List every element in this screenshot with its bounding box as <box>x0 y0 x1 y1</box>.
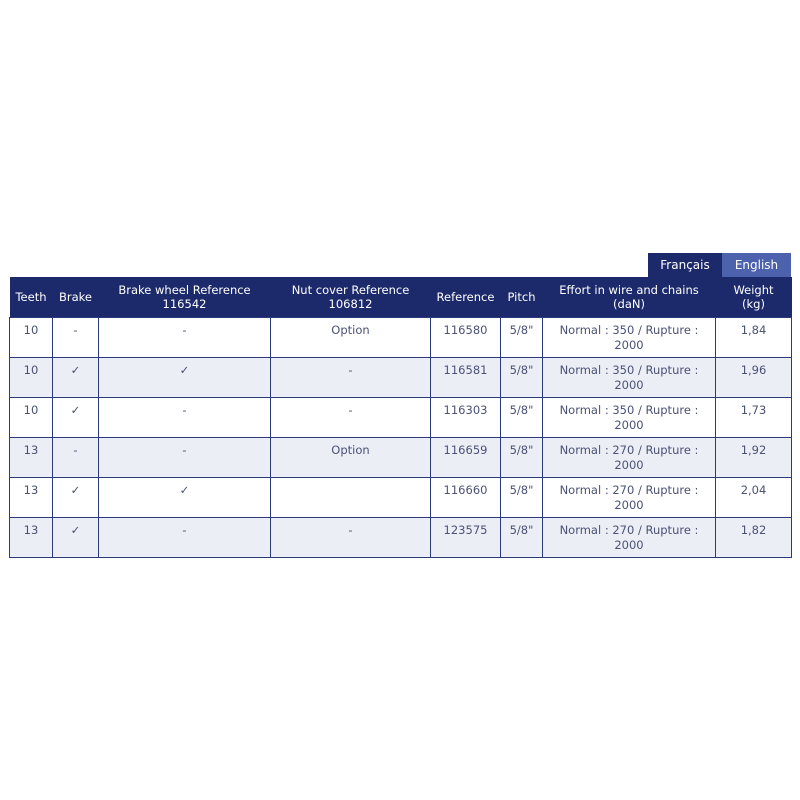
cell-reference: 116659 <box>430 437 501 478</box>
cell-weight: 1,96 <box>715 357 792 398</box>
cell-reference: 116303 <box>430 397 501 438</box>
cell-effort: Normal : 270 / Rupture : 2000 <box>542 437 716 478</box>
cell-brake-wheel-reference: - <box>98 397 271 438</box>
header-sublabel: 106812 <box>328 297 373 311</box>
cell-pitch: 5/8" <box>500 517 543 558</box>
cell-brake-wheel-reference: ✓ <box>98 477 271 518</box>
cell-brake: ✓ <box>52 477 99 518</box>
cell-teeth: 13 <box>9 437 53 478</box>
table-row: 10- - Option 116580 5/8" Normal : 350 / Ruptu… <box>9 317 792 358</box>
cell-nut-cover-reference: - <box>270 517 431 558</box>
cell-pitch: 5/8" <box>500 437 543 478</box>
table-row: 13- - Option 116659 5/8" Normal : 270 / Ruptu… <box>9 437 792 478</box>
cell-brake-wheel-reference: - <box>98 517 271 558</box>
cell-reference: 116660 <box>430 477 501 518</box>
cell-weight: 1,82 <box>715 517 792 558</box>
header-label: Nut cover Reference <box>291 283 410 297</box>
cell-brake: ✓ <box>52 357 99 398</box>
table-row: 10 ✓ - -116303 5/8" Normal : 350 / Rupture : … <box>9 397 792 438</box>
header-brake-wheel-reference: Brake wheel Reference 116542 <box>98 277 271 318</box>
cell-teeth: 10 <box>9 357 53 398</box>
cell-pitch: 5/8" <box>500 357 543 398</box>
cell-brake: ✓ <box>52 517 99 558</box>
cell-brake-wheel-reference: - <box>98 437 271 478</box>
table-row: 10 ✓ ✓ -116581 5/8" Normal : 350 / Rupture : … <box>9 357 792 398</box>
cell-nut-cover-reference: - <box>270 397 431 438</box>
header-label: Weight <box>733 283 774 297</box>
cell-reference: 116581 <box>430 357 501 398</box>
header-label: Pitch <box>507 290 536 304</box>
table-header-row: Teeth Brake Brake wheel Reference 116542 Nut… <box>9 277 792 318</box>
cell-pitch: 5/8" <box>500 477 543 518</box>
table-row: 13 ✓ - -123575 5/8" Normal : 270 / Rupture : … <box>9 517 792 558</box>
cell-brake: - <box>52 317 99 358</box>
tab-english[interactable]: English <box>722 253 791 277</box>
cell-reference: 116580 <box>430 317 501 358</box>
cell-nut-cover-reference: - <box>270 357 431 398</box>
cell-weight: 1,84 <box>715 317 792 358</box>
cell-reference: 123575 <box>430 517 501 558</box>
cell-effort: Normal : 350 / Rupture : 2000 <box>542 397 716 438</box>
header-teeth: Teeth <box>9 277 53 318</box>
cell-teeth: 10 <box>9 317 53 358</box>
cell-teeth: 10 <box>9 397 53 438</box>
cell-nut-cover-reference: Option <box>270 437 431 478</box>
language-tabs: Français English <box>648 253 791 277</box>
cell-effort: Normal : 270 / Rupture : 2000 <box>542 477 716 518</box>
header-sublabel: 116542 <box>162 297 207 311</box>
header-label: Effort in wire and chains <box>559 283 699 297</box>
cell-effort: Normal : 350 / Rupture : 2000 <box>542 317 716 358</box>
cell-teeth: 13 <box>9 517 53 558</box>
header-label: Brake wheel Reference <box>118 283 251 297</box>
cell-effort: Normal : 270 / Rupture : 2000 <box>542 517 716 558</box>
header-label: Brake <box>59 290 92 304</box>
cell-weight: 1,73 <box>715 397 792 438</box>
header-nut-cover-reference: Nut cover Reference 106812 <box>270 277 431 318</box>
product-table: Teeth Brake Brake wheel Reference 116542 Nut… <box>9 277 792 558</box>
cell-effort: Normal : 350 / Rupture : 2000 <box>542 357 716 398</box>
cell-brake: ✓ <box>52 397 99 438</box>
header-effort: Effort in wire and chains (daN) <box>542 277 716 318</box>
header-reference: Reference <box>430 277 501 318</box>
cell-brake: - <box>52 437 99 478</box>
header-weight: Weight (kg) <box>715 277 792 318</box>
header-sublabel: (daN) <box>613 297 645 311</box>
table-row: 13 ✓ ✓ 116660 5/8" Normal : 270 / Rupture : 2… <box>9 477 792 518</box>
cell-pitch: 5/8" <box>500 317 543 358</box>
header-label: Reference <box>436 290 495 304</box>
tab-francais[interactable]: Français <box>648 253 722 277</box>
cell-teeth: 13 <box>9 477 53 518</box>
cell-pitch: 5/8" <box>500 397 543 438</box>
cell-brake-wheel-reference: ✓ <box>98 357 271 398</box>
header-sublabel: (kg) <box>742 297 765 311</box>
cell-nut-cover-reference: Option <box>270 317 431 358</box>
cell-weight: 1,92 <box>715 437 792 478</box>
cell-brake-wheel-reference: - <box>98 317 271 358</box>
cell-nut-cover-reference <box>270 477 431 518</box>
header-brake: Brake <box>52 277 99 318</box>
cell-weight: 2,04 <box>715 477 792 518</box>
header-label: Teeth <box>15 290 47 304</box>
header-pitch: Pitch <box>500 277 543 318</box>
